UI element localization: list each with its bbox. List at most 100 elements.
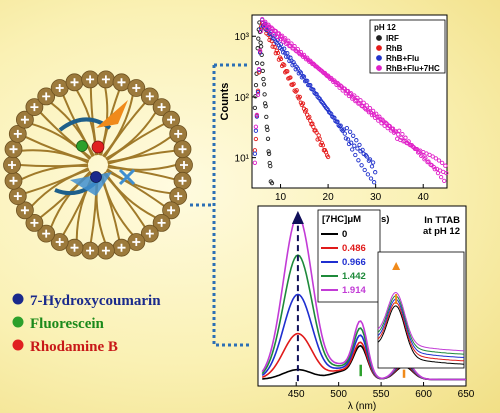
decay-point bbox=[396, 132, 401, 137]
decay-point bbox=[307, 114, 312, 120]
decay-point bbox=[323, 105, 329, 110]
emission-annotation-line: In TTAB bbox=[424, 215, 460, 226]
decay-y-axis-label: Counts bbox=[219, 83, 231, 121]
decay-legend-marker bbox=[376, 35, 382, 41]
decay-point bbox=[375, 114, 380, 120]
decay-point bbox=[311, 61, 316, 66]
decay-x-tick-label: 10 bbox=[275, 192, 287, 203]
decay-legend-box bbox=[369, 19, 446, 74]
decay-point bbox=[319, 140, 324, 146]
plus-charge-icon bbox=[86, 246, 95, 255]
decay-point bbox=[442, 178, 447, 184]
decay-point bbox=[342, 131, 347, 136]
decay-point bbox=[315, 137, 320, 142]
decay-point bbox=[369, 112, 375, 118]
plus-charge-icon bbox=[9, 176, 18, 185]
decay-point bbox=[377, 114, 382, 119]
decay-point bbox=[276, 43, 282, 48]
blocked-transfer-icon bbox=[118, 168, 136, 186]
emission-panel-letter: s) bbox=[381, 214, 389, 225]
plus-charge-icon bbox=[145, 92, 154, 101]
decay-point bbox=[298, 100, 304, 105]
decay-point bbox=[255, 90, 261, 95]
decay-point bbox=[426, 159, 431, 164]
plus-charge-icon bbox=[180, 161, 188, 169]
fluorescein-dot bbox=[12, 316, 24, 328]
decay-series-irf bbox=[252, 20, 275, 186]
decay-point bbox=[320, 143, 326, 148]
decay-x-tick-label: 40 bbox=[418, 192, 430, 203]
decay-x-tick-label: 30 bbox=[370, 192, 382, 203]
decay-point bbox=[306, 115, 311, 121]
surfactant-tail bbox=[25, 167, 89, 195]
decay-point bbox=[253, 82, 259, 88]
decay-point bbox=[355, 146, 360, 151]
decay-point bbox=[373, 115, 378, 121]
plus-charge-icon bbox=[42, 229, 51, 238]
surfactant-tail bbox=[105, 169, 165, 207]
decay-point bbox=[288, 75, 293, 80]
decay-legend-marker bbox=[376, 65, 382, 71]
decay-legend-entry: RhB bbox=[386, 44, 403, 53]
decay-point bbox=[438, 174, 444, 180]
plus-charge-icon bbox=[30, 218, 39, 227]
plus-charge-icon bbox=[117, 243, 126, 252]
decay-point bbox=[286, 38, 291, 43]
hydroxycoumarin-label: 7-Hydroxycoumarin bbox=[30, 293, 161, 309]
decay-point bbox=[254, 112, 260, 118]
decay-point bbox=[343, 136, 349, 141]
decay-point bbox=[420, 152, 425, 157]
decay-point bbox=[436, 158, 442, 163]
plus-charge-icon bbox=[13, 129, 22, 138]
decay-point bbox=[314, 130, 319, 135]
emission-x-tick-label: 500 bbox=[330, 389, 347, 400]
energy-arrow-orange bbox=[96, 100, 128, 128]
inset-series-1-914 bbox=[377, 291, 464, 352]
surfactant-tail bbox=[107, 149, 175, 165]
decay-point bbox=[347, 129, 353, 134]
decay-point bbox=[264, 22, 269, 27]
plus-charge-icon bbox=[178, 176, 187, 185]
decay-point bbox=[294, 88, 299, 93]
decay-point bbox=[266, 149, 271, 154]
decay-point bbox=[262, 92, 267, 97]
micelle-diagram bbox=[3, 70, 193, 260]
fluorophore-legend: 7-Hydroxycoumarin Fluorescein Rhodamine … bbox=[12, 293, 161, 355]
surfactant-tail bbox=[62, 94, 95, 157]
decay-point bbox=[358, 98, 363, 103]
decay-point bbox=[359, 163, 364, 168]
decay-point bbox=[432, 167, 437, 172]
decay-point bbox=[364, 103, 369, 108]
emission-x-axis-label: λ (nm) bbox=[348, 401, 376, 412]
decay-legend-entry: IRF bbox=[386, 34, 399, 43]
decay-point bbox=[322, 147, 328, 153]
decay-point bbox=[252, 160, 258, 165]
plus-charge-icon bbox=[55, 84, 64, 92]
plus-charge-icon bbox=[157, 103, 166, 112]
decay-point bbox=[435, 170, 441, 176]
decay-legend-marker bbox=[376, 45, 382, 51]
decay-point bbox=[325, 154, 331, 160]
decay-point bbox=[274, 48, 279, 53]
decay-point bbox=[345, 137, 351, 142]
decay-point bbox=[285, 50, 290, 56]
decay-point bbox=[264, 114, 269, 120]
hydroxycoumarin-dot bbox=[12, 293, 24, 305]
decay-point bbox=[328, 76, 333, 82]
decay-point bbox=[342, 86, 347, 91]
decay-point bbox=[313, 128, 318, 133]
emission-x-tick-label: 550 bbox=[373, 389, 390, 400]
decay-point bbox=[360, 147, 365, 153]
decay-point bbox=[431, 164, 436, 170]
decay-point bbox=[348, 140, 354, 145]
decay-point bbox=[289, 41, 294, 46]
decay-x-tick-label: 20 bbox=[323, 192, 335, 203]
decay-point bbox=[354, 138, 359, 143]
plus-charge-icon bbox=[9, 145, 18, 154]
decay-point bbox=[276, 57, 282, 62]
emission-legend-title: [7HC]μM bbox=[322, 214, 361, 225]
decay-point bbox=[257, 50, 263, 55]
decay-point bbox=[308, 83, 313, 88]
